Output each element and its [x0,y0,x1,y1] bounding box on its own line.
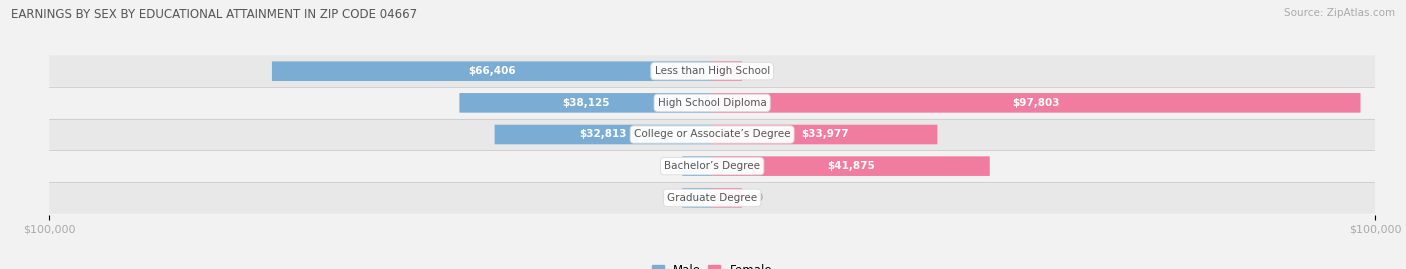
FancyBboxPatch shape [713,125,938,144]
Text: $66,406: $66,406 [468,66,516,76]
FancyBboxPatch shape [682,188,713,208]
Text: Less than High School: Less than High School [655,66,769,76]
FancyBboxPatch shape [682,156,713,176]
Text: $0: $0 [661,193,675,203]
Legend: Male, Female: Male, Female [647,260,778,269]
Text: College or Associate’s Degree: College or Associate’s Degree [634,129,790,140]
Text: High School Diploma: High School Diploma [658,98,766,108]
FancyBboxPatch shape [460,93,713,113]
Text: $97,803: $97,803 [1012,98,1060,108]
Text: Graduate Degree: Graduate Degree [666,193,758,203]
Text: $0: $0 [749,66,763,76]
FancyBboxPatch shape [713,93,1361,113]
FancyBboxPatch shape [49,55,1375,87]
Text: $0: $0 [661,161,675,171]
FancyBboxPatch shape [713,156,990,176]
FancyBboxPatch shape [713,188,742,208]
FancyBboxPatch shape [495,125,713,144]
Text: EARNINGS BY SEX BY EDUCATIONAL ATTAINMENT IN ZIP CODE 04667: EARNINGS BY SEX BY EDUCATIONAL ATTAINMEN… [11,8,418,21]
Text: $0: $0 [749,193,763,203]
FancyBboxPatch shape [271,61,713,81]
Text: $33,977: $33,977 [801,129,849,140]
Text: Bachelor’s Degree: Bachelor’s Degree [664,161,761,171]
FancyBboxPatch shape [49,182,1375,214]
Text: $41,875: $41,875 [827,161,875,171]
FancyBboxPatch shape [49,87,1375,119]
FancyBboxPatch shape [713,61,742,81]
Text: $32,813: $32,813 [579,129,627,140]
FancyBboxPatch shape [49,119,1375,150]
FancyBboxPatch shape [49,150,1375,182]
Text: Source: ZipAtlas.com: Source: ZipAtlas.com [1284,8,1395,18]
Text: $38,125: $38,125 [562,98,610,108]
